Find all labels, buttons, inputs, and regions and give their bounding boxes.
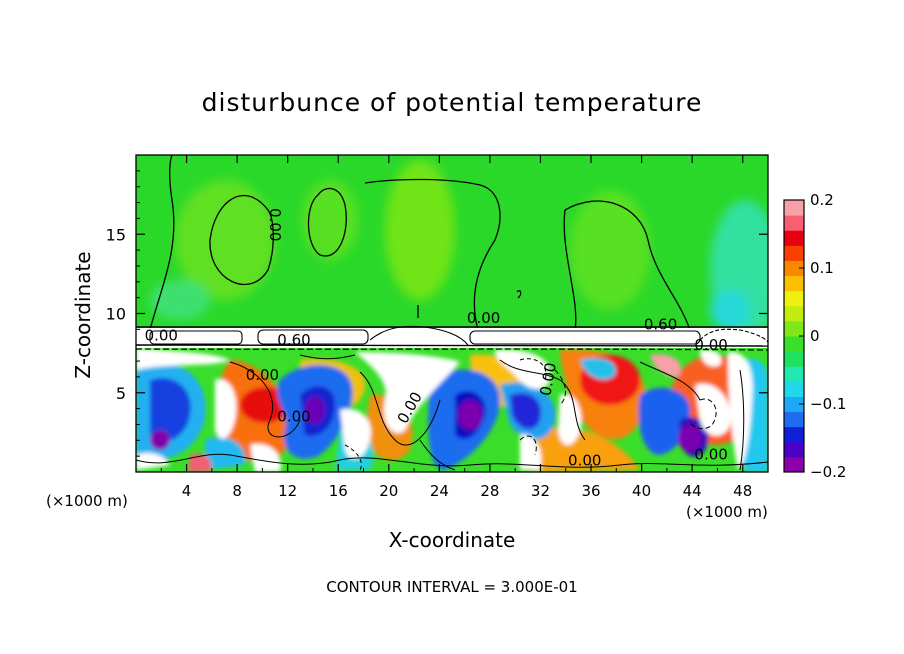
y-tick-label: 10 (106, 305, 126, 324)
plot-area (136, 155, 768, 472)
contour-interval: CONTOUR INTERVAL = 3.000E-01 (326, 578, 577, 596)
x-tick-label: 48 (733, 482, 752, 500)
x-tick-label: 44 (683, 482, 702, 500)
colorbar-segment (784, 336, 804, 352)
colorbar: 0.2 0.1 0 −0.1 −0.2 (783, 191, 846, 481)
x-tick-label: 40 (632, 482, 651, 500)
colorbar-segment (784, 441, 804, 458)
x-tick-label: 32 (531, 482, 550, 500)
chart-title: disturbunce of potential temperature (202, 88, 703, 117)
colorbar-label: 0 (810, 327, 820, 345)
colorbar-segment (784, 215, 804, 231)
x-tick-label: 20 (379, 482, 398, 500)
x-tick-label: 28 (480, 482, 499, 500)
colorbar-label: 0.2 (810, 191, 834, 209)
x-axis: 4 8 12 16 20 24 28 32 36 40 44 48 (160, 155, 752, 500)
contour-label: 0.00 (145, 326, 178, 344)
colorbar-segment (784, 351, 804, 367)
colorbar-segment (784, 366, 804, 382)
colorbar-segment (784, 200, 804, 216)
colorbar-segment (784, 320, 804, 337)
upper-contours (149, 155, 691, 331)
x-unit-right: (×1000 m) (686, 503, 768, 521)
colorbar-segment (784, 290, 804, 307)
contour-label: 0.00 (467, 309, 500, 327)
contour-labels: 0.00 0.00 0.60 0.00 0.60 0.00 0.00 0.00 0.00 0.00… (145, 208, 728, 470)
colorbar-segment (784, 260, 804, 277)
lower-contours (136, 354, 768, 471)
colorbar-segment (784, 275, 804, 292)
colorbar-segment (784, 305, 804, 322)
colorbar-segment (784, 245, 804, 261)
x-tick-label: 16 (329, 482, 348, 500)
colorbar-segment (784, 456, 804, 473)
x-tick-label: 36 (581, 482, 600, 500)
contour-label: 0.00 (694, 445, 727, 463)
y-tick-label: 5 (116, 384, 126, 403)
colorbar-segment (784, 396, 804, 413)
y-axis-title: Z-coordinate (71, 251, 95, 378)
colorbar-segment (784, 381, 804, 397)
y-tick-label: 15 (106, 225, 126, 244)
colorbar-label: 0.1 (810, 259, 834, 277)
x-tick-label: 24 (430, 482, 449, 500)
colorbar-segment (784, 230, 804, 246)
x-tick-label: 4 (182, 482, 192, 500)
contour-label: 0.00 (568, 452, 601, 470)
contour-label: 0.60 (644, 315, 677, 333)
x-tick-label: 12 (278, 482, 297, 500)
colorbar-label: −0.1 (810, 395, 846, 413)
contour-label: 0.00 (694, 336, 727, 354)
contour-label: 0.00 (246, 366, 279, 384)
contour-label: 0.00 (536, 361, 560, 397)
x-axis-title: X-coordinate (389, 528, 516, 552)
y-axis: 5 10 15 (106, 170, 768, 457)
contour-label: 0.60 (277, 331, 310, 349)
contour-label: 0.00 (277, 407, 310, 425)
colorbar-segment (784, 426, 804, 443)
x-tick-label: 8 (232, 482, 242, 500)
inversion-layer (136, 325, 768, 351)
x-unit-left: (×1000 m) (46, 492, 128, 510)
colorbar-segment (784, 411, 804, 428)
colorbar-label: −0.2 (810, 463, 846, 481)
contour-label: 0.00 (266, 208, 284, 241)
